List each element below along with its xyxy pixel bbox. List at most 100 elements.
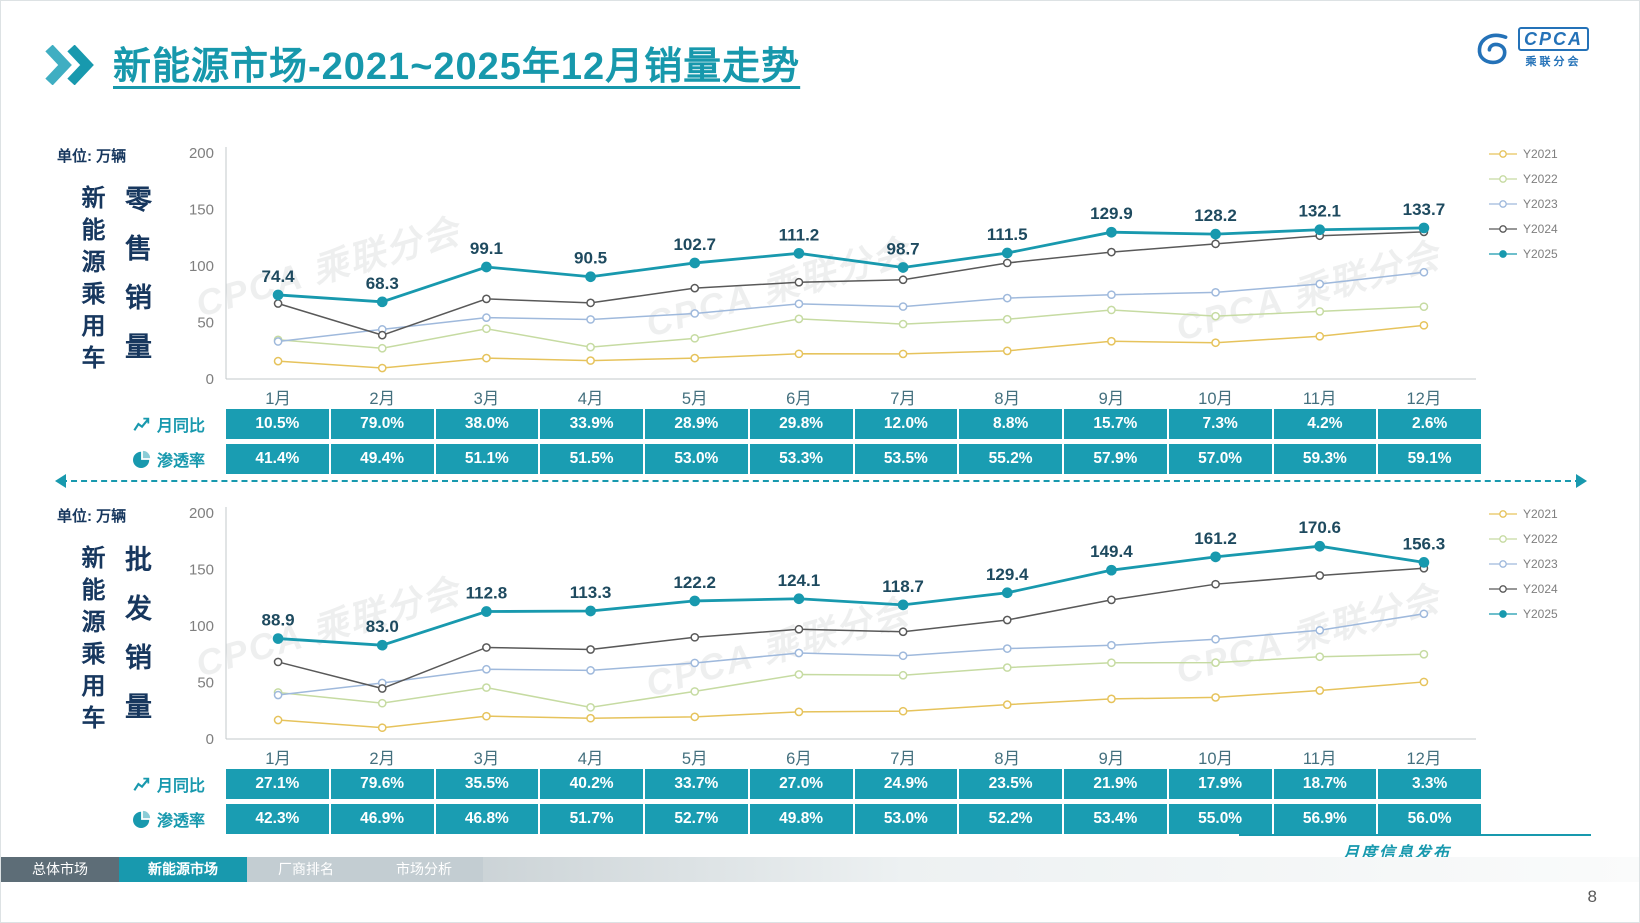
section-divider bbox=[55, 474, 1587, 488]
svg-text:149.4: 149.4 bbox=[1090, 542, 1133, 561]
row-label: 渗透率 bbox=[129, 444, 224, 474]
value-cell: 42.3% bbox=[226, 804, 329, 834]
value-cell: 55.2% bbox=[959, 444, 1062, 474]
svg-text:2月: 2月 bbox=[369, 390, 395, 407]
svg-text:99.1: 99.1 bbox=[470, 239, 503, 258]
slide-header: 新能源市场-2021~2025年12月销量走势 bbox=[45, 35, 800, 90]
legend-item-y2024[interactable]: Y2024 bbox=[1489, 222, 1558, 236]
pie-chart-icon bbox=[133, 810, 151, 828]
retail-line-chart: 0 50 100 150 200 1月 2月 3月 4月 5月 6月 7月 8月 9月 10月 11月 12月 7… bbox=[189, 145, 1476, 407]
legend-marker-icon bbox=[1489, 175, 1517, 183]
svg-text:10月: 10月 bbox=[1198, 750, 1233, 767]
pie-chart-icon bbox=[133, 450, 151, 468]
legend-label: Y2024 bbox=[1523, 222, 1558, 236]
svg-text:128.2: 128.2 bbox=[1194, 206, 1237, 225]
svg-text:200: 200 bbox=[189, 505, 214, 522]
svg-text:2月: 2月 bbox=[369, 750, 395, 767]
svg-text:50: 50 bbox=[197, 675, 214, 692]
svg-text:113.3: 113.3 bbox=[570, 583, 612, 602]
cpca-logo: CPCA 乘联分会 bbox=[1475, 27, 1589, 69]
svg-text:90.5: 90.5 bbox=[574, 249, 607, 268]
tab-market-analysis[interactable]: 市场分析 bbox=[365, 857, 483, 882]
legend-item-y2024[interactable]: Y2024 bbox=[1489, 582, 1558, 596]
value-cell: 12.0% bbox=[854, 409, 958, 439]
legend-label: Y2022 bbox=[1523, 172, 1558, 186]
legend-item-y2021[interactable]: Y2021 bbox=[1489, 507, 1558, 521]
x-axis: 1月 2月 3月 4月 5月 6月 7月 8月 9月 10月 11月 12月 bbox=[226, 378, 1476, 407]
legend-item-y2023[interactable]: Y2023 bbox=[1489, 557, 1558, 571]
series-y2021 bbox=[273, 677, 1429, 733]
tab-oem-ranking[interactable]: 厂商排名 bbox=[247, 857, 365, 882]
line-chart-icon bbox=[133, 417, 150, 431]
value-cell: 53.5% bbox=[854, 444, 958, 474]
svg-text:170.6: 170.6 bbox=[1298, 518, 1341, 537]
svg-text:150: 150 bbox=[189, 202, 214, 219]
footer-rule bbox=[1239, 834, 1591, 836]
legend-item-y2023[interactable]: Y2023 bbox=[1489, 197, 1558, 211]
svg-text:12月: 12月 bbox=[1406, 750, 1441, 767]
value-cell: 79.0% bbox=[330, 409, 434, 439]
value-cell: 21.9% bbox=[1064, 769, 1167, 799]
legend-label: Y2021 bbox=[1523, 507, 1558, 521]
legend-item-y2022[interactable]: Y2022 bbox=[1489, 172, 1558, 186]
value-cell: 38.0% bbox=[435, 409, 539, 439]
value-cell: 33.9% bbox=[540, 409, 643, 439]
legend-label: Y2023 bbox=[1523, 557, 1558, 571]
svg-text:150: 150 bbox=[189, 562, 214, 579]
svg-text:5月: 5月 bbox=[682, 390, 708, 407]
legend-marker-icon bbox=[1489, 510, 1517, 518]
series-y2022 bbox=[273, 302, 1429, 353]
page-number: 8 bbox=[1587, 887, 1597, 906]
legend-label: Y2025 bbox=[1523, 247, 1558, 261]
value-cell: 56.0% bbox=[1378, 804, 1481, 834]
retail-metric-table: 月同比 10.5% 79.0% 38.0% 33.9% 28.9% 29.8% 12.0% 8.… bbox=[129, 409, 1481, 479]
legend-item-y2025[interactable]: Y2025 bbox=[1489, 607, 1558, 621]
svg-text:118.7: 118.7 bbox=[882, 577, 924, 596]
row-label: 月同比 bbox=[129, 409, 224, 439]
value-cell: 2.6% bbox=[1378, 409, 1481, 439]
value-cell: 53.4% bbox=[1064, 804, 1167, 834]
legend-marker-icon bbox=[1489, 535, 1517, 543]
tab-nev-market[interactable]: 新能源市场 bbox=[119, 857, 247, 882]
value-cell: 41.4% bbox=[226, 444, 329, 474]
svg-text:1月: 1月 bbox=[265, 750, 291, 767]
value-cell: 49.4% bbox=[330, 444, 434, 474]
cpca-logo-subtitle: 乘联分会 bbox=[1525, 56, 1582, 68]
value-cell: 59.1% bbox=[1378, 444, 1481, 474]
metric-label: 零售销量 bbox=[121, 185, 151, 381]
value-cell: 35.5% bbox=[435, 769, 539, 799]
value-cell: 57.0% bbox=[1168, 444, 1272, 474]
page-title: 新能源市场-2021~2025年12月销量走势 bbox=[113, 46, 801, 88]
value-cell: 55.0% bbox=[1168, 804, 1272, 834]
value-cell: 53.3% bbox=[749, 444, 853, 474]
series-y2024 bbox=[273, 563, 1429, 693]
legend-item-y2021[interactable]: Y2021 bbox=[1489, 147, 1558, 161]
legend-item-y2025[interactable]: Y2025 bbox=[1489, 247, 1558, 261]
metric-label: 批发销量 bbox=[121, 545, 151, 741]
svg-text:156.3: 156.3 bbox=[1403, 534, 1446, 553]
legend-item-y2022[interactable]: Y2022 bbox=[1489, 532, 1558, 546]
value-cell: 15.7% bbox=[1064, 409, 1167, 439]
metric-row-penetration: 渗透率 42.3% 46.9% 46.8% 51.7% 52.7% 49.8% 53.0% 52… bbox=[129, 804, 1481, 834]
value-cell: 27.1% bbox=[226, 769, 329, 799]
wholesale-chart-section: 单位: 万辆 新能源乘用车 批发销量 0 50 100 150 200 1月 2月 3月 4月 5… bbox=[1, 499, 1639, 844]
svg-text:11月: 11月 bbox=[1303, 390, 1337, 407]
tab-overall-market[interactable]: 总体市场 bbox=[1, 857, 119, 882]
value-cell: 27.0% bbox=[749, 769, 853, 799]
value-cell: 52.2% bbox=[959, 804, 1062, 834]
svg-text:7月: 7月 bbox=[890, 750, 916, 767]
svg-text:10月: 10月 bbox=[1198, 390, 1233, 407]
legend-label: Y2023 bbox=[1523, 197, 1558, 211]
value-cell: 18.7% bbox=[1273, 769, 1377, 799]
y-axis: 0 50 100 150 200 bbox=[189, 505, 227, 748]
value-cell: 3.3% bbox=[1378, 769, 1481, 799]
line-chart-icon bbox=[133, 777, 150, 791]
svg-text:12月: 12月 bbox=[1406, 390, 1441, 407]
svg-text:9月: 9月 bbox=[1099, 750, 1125, 767]
series-y2025 bbox=[272, 222, 1430, 308]
svg-text:8月: 8月 bbox=[994, 750, 1020, 767]
row-label-text: 月同比 bbox=[157, 418, 206, 435]
value-cell: 4.2% bbox=[1273, 409, 1377, 439]
svg-text:9月: 9月 bbox=[1099, 390, 1125, 407]
x-axis: 1月 2月 3月 4月 5月 6月 7月 8月 9月 10月 11月 12月 bbox=[226, 738, 1476, 767]
